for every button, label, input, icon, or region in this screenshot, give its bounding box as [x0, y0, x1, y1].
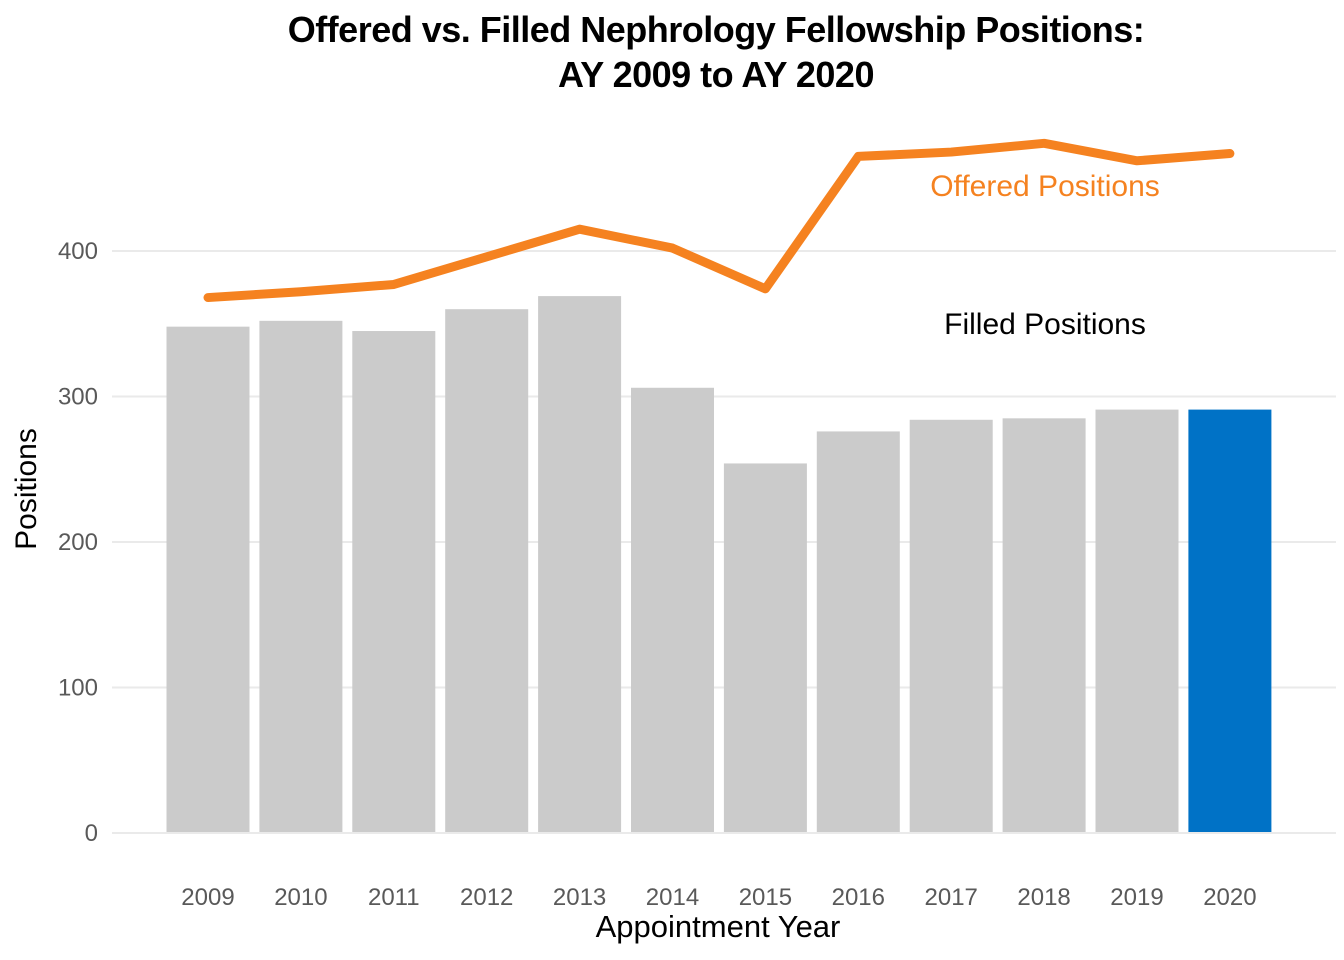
x-tick-label-2014: 2014: [646, 884, 699, 911]
bar-2014: [631, 387, 714, 833]
x-tick-label-2020: 2020: [1203, 884, 1256, 911]
chart-title-line1: Offered vs. Filled Nephrology Fellowship…: [287, 9, 1145, 50]
x-tick-label-2011: 2011: [368, 884, 420, 911]
bar-2010: [259, 320, 343, 834]
x-tick-label-2009: 2009: [181, 884, 234, 911]
x-tick-label-2013: 2013: [553, 884, 606, 911]
bar-2020: [1188, 409, 1272, 833]
bar-2009: [166, 326, 250, 833]
bar-2018: [1002, 418, 1086, 833]
offered-line: [203, 138, 1235, 303]
y-tick-label-200: 200: [58, 529, 98, 556]
x-tick-label-2016: 2016: [832, 884, 885, 911]
bar-2017: [909, 419, 993, 833]
bar-2016: [816, 431, 900, 833]
y-axis-title: Positions: [10, 428, 43, 550]
x-tick-label-2012: 2012: [460, 884, 513, 911]
bar-2012: [445, 309, 529, 833]
y-tick-label-0: 0: [85, 820, 98, 847]
x-tick-label-2019: 2019: [1110, 884, 1163, 911]
x-tick-label-2017: 2017: [925, 884, 978, 911]
bar-2011: [352, 331, 436, 833]
bar-2013: [538, 296, 622, 834]
y-tick-label-300: 300: [58, 384, 98, 411]
offered-positions-label: Offered Positions: [930, 170, 1160, 203]
x-axis-title: Appointment Year: [595, 909, 841, 944]
bar-2019: [1095, 409, 1179, 833]
filled-positions-label: Filled Positions: [944, 308, 1146, 341]
bar-2015: [723, 463, 807, 833]
y-tick-label-400: 400: [58, 238, 98, 265]
x-tick-label-2018: 2018: [1017, 884, 1070, 911]
chart-title-line2: AY 2009 to AY 2020: [558, 54, 874, 95]
x-tick-label-2010: 2010: [274, 884, 327, 911]
chart-title: Offered vs. Filled Nephrology Fellowship…: [88, 7, 1344, 97]
y-tick-label-100: 100: [58, 675, 98, 702]
x-tick-label-2015: 2015: [739, 884, 792, 911]
